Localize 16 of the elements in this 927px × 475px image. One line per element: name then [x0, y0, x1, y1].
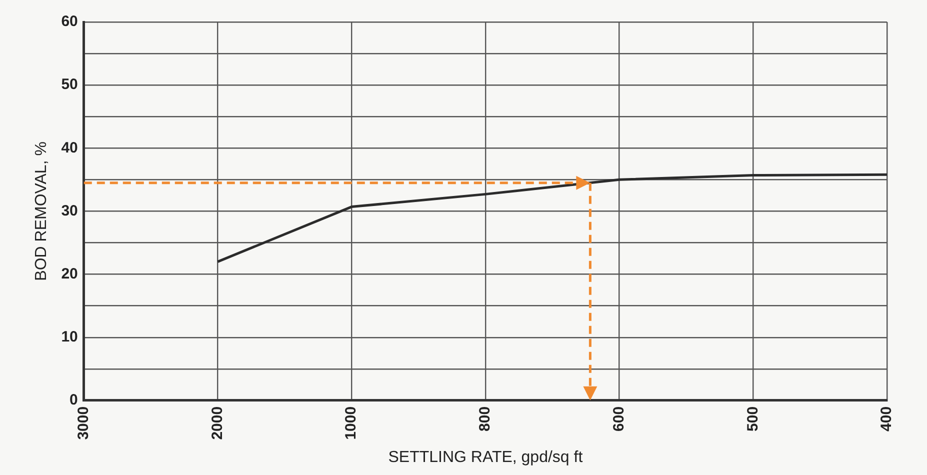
y-axis-title: BOD REMOVAL, %: [33, 142, 50, 281]
x-tick-label: 3000: [75, 406, 92, 440]
x-tick-label: 1000: [342, 406, 360, 440]
x-axis-title: SETTLING RATE, gpd/sq ft: [388, 448, 584, 466]
y-tick-label: 20: [61, 265, 78, 282]
x-tick-label: 800: [476, 406, 494, 432]
y-tick-label: 50: [61, 76, 78, 94]
y-tick-label: 60: [61, 13, 78, 30]
x-tick-label: 400: [878, 406, 896, 432]
x-tick-label: 500: [744, 406, 762, 432]
y-tick-label: 0: [70, 392, 78, 409]
y-tick-label: 10: [61, 328, 78, 346]
y-tick-label: 30: [61, 202, 78, 220]
x-tick-label: 2000: [208, 406, 226, 440]
y-tick-label: 40: [61, 139, 78, 156]
x-tick-label: 600: [610, 406, 628, 432]
